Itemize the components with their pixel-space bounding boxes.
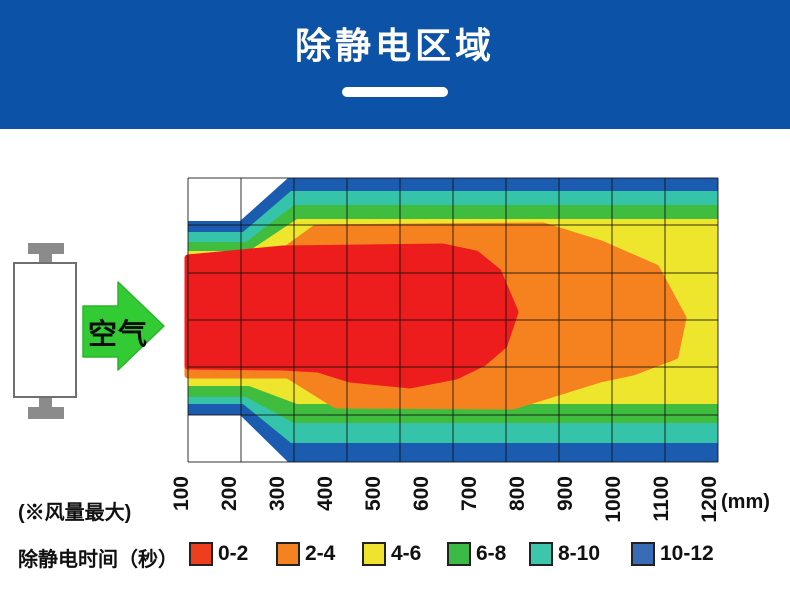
device-bottom-stem <box>39 398 52 407</box>
tick-label: 500 <box>362 476 385 512</box>
legend-swatch <box>631 542 655 566</box>
legend-label: 8-10 <box>558 542 601 565</box>
tick-label: 900 <box>554 476 577 512</box>
tick-label: 1000 <box>602 476 625 523</box>
legend-label: 2-4 <box>305 542 336 565</box>
mm-unit-label: (mm) <box>721 491 770 513</box>
legend-item: 8-10 <box>529 542 600 566</box>
legend-swatch <box>529 542 553 566</box>
tick-label: 1100 <box>650 476 673 522</box>
air-arrow-icon <box>82 281 165 371</box>
x-axis-caption: (※风量最大) <box>18 502 132 524</box>
legend-swatch <box>447 542 471 566</box>
legend-label: 0-2 <box>218 542 249 565</box>
legend-item: 6-8 <box>447 542 506 566</box>
tick-label: 600 <box>410 476 433 512</box>
tick-label: 300 <box>266 476 289 512</box>
device-top-stem <box>39 254 52 262</box>
tick-label: 200 <box>218 476 241 512</box>
legend-item: 0-2 <box>189 542 248 566</box>
tick-label: 100 <box>170 476 193 512</box>
legend-label: 10-12 <box>660 542 714 565</box>
band-0-2s <box>184 243 519 389</box>
device-top-cap <box>28 243 64 254</box>
page-title: 除静电区域 <box>294 25 495 66</box>
device-bottom-cap <box>28 407 64 419</box>
zone-chart <box>184 177 719 463</box>
ionizer-bar <box>13 262 77 398</box>
tick-label: 700 <box>458 476 481 512</box>
legend-caption: 除静电时间（秒） <box>18 549 178 571</box>
tick-label: 800 <box>506 476 529 512</box>
legend-label: 4-6 <box>391 542 422 565</box>
tick-label: 400 <box>314 476 337 512</box>
legend-item: 10-12 <box>631 542 714 566</box>
legend-swatch <box>276 542 300 566</box>
legend-swatch <box>189 542 213 566</box>
legend-item: 2-4 <box>276 542 335 566</box>
legend-item: 4-6 <box>362 542 421 566</box>
air-label: 空气 <box>88 319 149 351</box>
tick-label: 1200 <box>698 476 721 523</box>
legend-swatch <box>362 542 386 566</box>
title-underline <box>342 87 448 97</box>
legend-label: 6-8 <box>476 542 507 565</box>
header-banner: 除静电区域 <box>0 0 790 129</box>
